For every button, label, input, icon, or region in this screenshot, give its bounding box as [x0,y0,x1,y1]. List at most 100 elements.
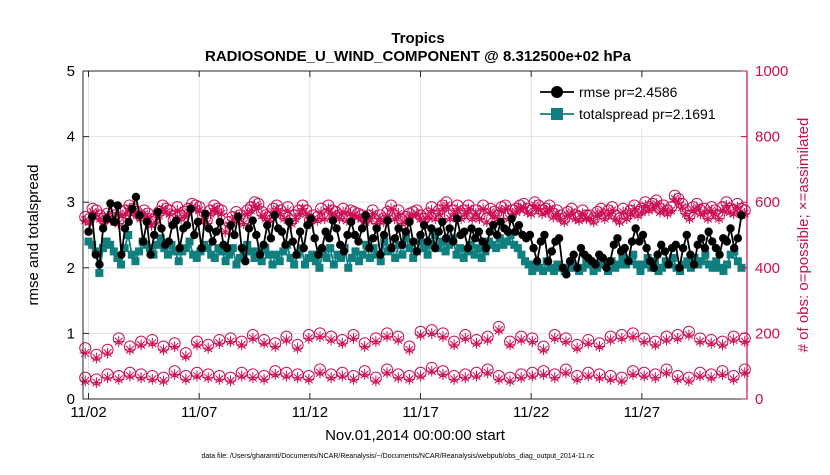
totalspread-point [109,247,118,256]
obs-assimilated-point [169,368,181,380]
asterisk-stroke [271,342,280,351]
obs-assimilated-point [297,203,309,215]
obs-mid-band [79,320,751,364]
x-axis-ticks: 11/02 11/07 11/12 11/17 11/22 11/27 [70,71,660,421]
obs-assimilated-point [680,208,692,220]
asterisk-stroke [677,202,687,212]
asterisk-stroke [92,353,101,363]
obs-assimilated-point [319,213,331,225]
obs-assimilated-point [658,203,670,215]
asterisk-stroke [162,207,171,217]
asterisk-stroke [652,199,661,209]
rmse-point [470,234,480,243]
asterisk-stroke [181,352,191,361]
asterisk-stroke [261,214,270,223]
obs-assimilated-point [493,373,505,385]
asterisk-stroke [725,207,735,217]
totalspread-point [474,244,483,253]
rmse-point [248,216,257,225]
obs-assimilated-point [314,331,326,343]
obs-assimilated-point [481,216,493,228]
totalspread-point [113,253,122,262]
obs-assimilated-point [462,203,474,215]
obs-assimilated-point [252,201,264,213]
asterisk-stroke [136,373,146,382]
obs-lower-band [79,361,751,389]
totalspread-point [344,263,353,272]
totalspread-point [181,244,190,253]
obs-assimilated-point [113,336,125,348]
totalspread-point [549,267,558,276]
rmse-point [387,243,396,253]
asterisk-stroke [298,204,307,213]
totalspread-point [131,257,140,266]
obs-assimilated-point [716,339,728,351]
asterisk-stroke [472,339,481,348]
totalspread-point [116,260,125,269]
totalspread-point [329,260,338,269]
rmse-point [146,250,155,259]
asterisk-stroke [519,202,528,212]
rmse-point [237,243,246,253]
obs-assimilated-point [426,327,438,339]
totalspread-point [409,253,418,262]
obs-assimilated-point [90,352,102,364]
asterisk-stroke [125,345,135,355]
rmse-point [540,230,549,240]
asterisk-stroke [360,342,369,351]
rmse-point [438,217,447,227]
totalspread-point [95,269,104,278]
obs-assimilated-point [616,375,628,387]
rmse-point [365,243,374,253]
totalspread-point [405,244,414,253]
asterisk-stroke [501,204,510,213]
asterisk-stroke [534,204,543,213]
obs-assimilated-point [595,206,607,218]
rmse-point [131,192,141,202]
rmse-point [328,216,338,225]
obs-assimilated-point [638,370,650,382]
rmse-point [416,230,425,240]
rmse-point [95,260,104,269]
rmse-point [722,237,732,246]
totalspread-point [326,244,335,253]
asterisk-stroke [304,375,314,384]
totalspread-point [456,244,465,253]
asterisk-stroke [651,340,660,350]
obs-assimilated-point [720,199,732,211]
asterisk-stroke [472,371,481,381]
obs-assimilated-point [482,334,494,346]
asterisk-stroke [615,217,624,227]
obs-assimilated-point [247,332,259,344]
obs-assimilated-point [437,331,449,343]
rmse-point [241,257,250,266]
legend-marker [551,108,563,120]
y-left-tick-label: 0 [67,391,75,408]
obs-assimilated-point [426,204,438,216]
rmse-point [379,230,389,240]
asterisk-stroke [103,373,112,382]
totalspread-point [733,257,742,266]
y-right-tick-label: 400 [755,260,780,277]
rmse-point [343,230,352,240]
obs-assimilated-point [213,373,225,385]
asterisk-stroke [136,340,146,350]
rmse-point [401,227,411,236]
asterisk-stroke [449,375,459,384]
totalspread-point [438,237,447,246]
obs-assimilated-point [448,373,460,385]
rmse-point [700,243,710,253]
rmse-point [186,204,195,213]
rmse-point [729,243,739,253]
obs-assimilated-point [470,337,482,349]
chart-subtitle: RADIOSONDE_U_WIND_COMPONENT @ 8.312500e+… [205,48,632,65]
obs-assimilated-point [739,336,751,348]
rmse-point [452,214,462,223]
obs-assimilated-point [459,372,471,384]
asterisk-stroke [722,201,731,210]
asterisk-stroke [313,216,322,225]
asterisk-stroke [237,371,246,381]
rmse-point [697,234,706,243]
rmse-point [620,243,629,253]
totalspread-point [380,237,389,246]
